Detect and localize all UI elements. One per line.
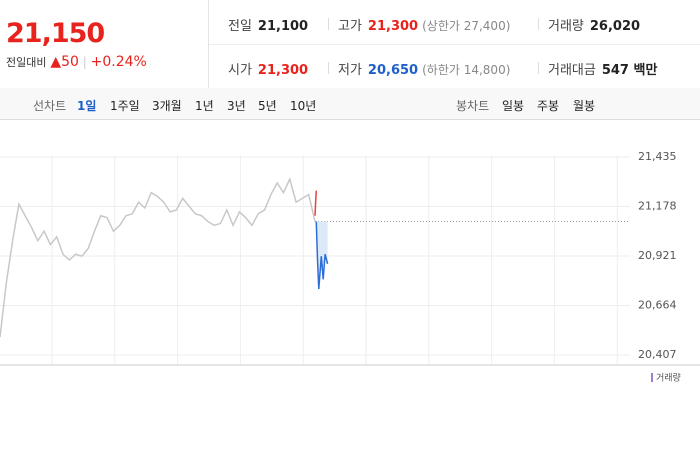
info-note: (하한가 14,800) [422, 63, 511, 77]
separator [538, 62, 539, 74]
y-tick-label: 21,435 [638, 150, 677, 163]
change-percent: +0.24% [90, 54, 147, 70]
y-tick-label: 20,664 [638, 298, 677, 311]
change-value: 50 [61, 54, 79, 70]
line-chart-label: 선차트 [33, 99, 67, 113]
info-cell: 고가 21,300 (상한가 27,400) [338, 15, 510, 34]
info-label: 거래대금 [548, 63, 596, 78]
up-arrow: ▲ [50, 54, 62, 70]
candle-tab[interactable]: 주봉 [537, 99, 560, 113]
price-line [0, 176, 316, 338]
info-cell: 시가 21,300 [228, 59, 308, 78]
info-label: 저가 [338, 63, 362, 78]
info-cell: 거래대금 547 백만 [548, 59, 657, 78]
candle-tab[interactable]: 월봉 [573, 99, 596, 113]
quote-header: 21,150 전일대비 ▲50 | +0.24% 전일 21,100 고가 21,30… [0, 0, 700, 89]
quote-summary: 21,150 전일대비 ▲50 | +0.24% [0, 0, 209, 88]
info-value: 547 백만 [601, 63, 658, 78]
price-line [315, 221, 329, 289]
period-tab[interactable]: 1주일 [110, 99, 140, 113]
volume-legend-swatch [651, 373, 653, 382]
change-label: 전일대비 [6, 56, 47, 69]
divider: | [82, 55, 87, 69]
info-cell: 거래량 26,020 [548, 15, 640, 34]
separator [538, 18, 539, 30]
y-tick-label: 20,407 [638, 348, 677, 361]
info-label: 거래량 [548, 19, 584, 34]
area [316, 221, 328, 289]
info-value: 21,100 [257, 19, 309, 34]
separator [328, 18, 329, 30]
candle-tab[interactable]: 일봉 [502, 99, 525, 113]
info-cell: 전일 21,100 [228, 15, 308, 34]
change-row: 전일대비 ▲50 | +0.24% [6, 54, 147, 70]
current-price: 21,150 [6, 18, 105, 49]
info-value: 21,300 [367, 19, 419, 34]
info-label: 시가 [228, 63, 252, 78]
info-value: 21,300 [257, 63, 309, 78]
info-value: 20,650 [367, 63, 419, 78]
info-note: (상한가 27,400) [422, 19, 511, 33]
info-value: 26,020 [589, 19, 641, 34]
price-line [314, 190, 318, 216]
separator [328, 62, 329, 74]
period-tab[interactable]: 10년 [290, 99, 317, 113]
info-label: 고가 [338, 19, 362, 34]
period-tab[interactable]: 1일 [77, 99, 97, 113]
volume-legend-label: 거래량 [656, 372, 681, 384]
period-tab[interactable]: 3년 [227, 99, 246, 113]
period-tabs: 선차트 1일 1주일 3개월 1년 3년 5년 10년 봉차트 일봉 주봉 월봉 [0, 88, 700, 120]
info-cell: 저가 20,650 (하한가 14,800) [338, 59, 510, 78]
period-tab[interactable]: 3개월 [152, 99, 182, 113]
y-tick-label: 20,921 [638, 249, 677, 262]
period-tab[interactable]: 5년 [258, 99, 277, 113]
row-divider [209, 44, 700, 45]
candle-chart-label: 봉차트 [456, 99, 490, 113]
info-label: 전일 [228, 19, 252, 34]
period-tab[interactable]: 1년 [195, 99, 214, 113]
y-tick-label: 21,178 [638, 199, 677, 212]
